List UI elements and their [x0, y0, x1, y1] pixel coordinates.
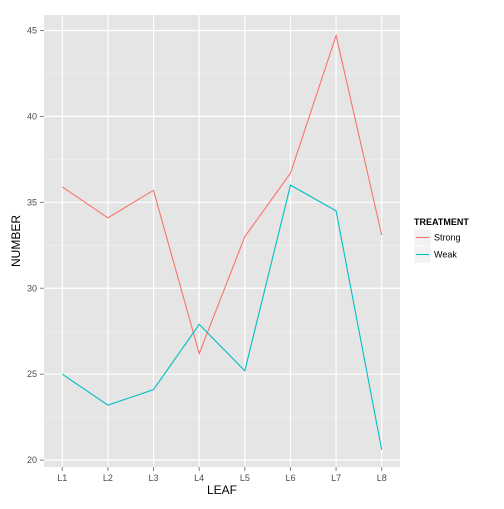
x-tick-label: L2: [103, 473, 113, 483]
legend-title: TREATMENT: [414, 217, 469, 227]
legend-items: Strong Weak: [414, 229, 461, 263]
y-tick-label: 25: [27, 369, 37, 379]
y-axis-title: NUMBER: [9, 215, 23, 267]
y-tick-label: 30: [27, 283, 37, 293]
x-tick-label: L6: [285, 473, 295, 483]
legend: TREATMENT Strong Weak: [414, 217, 469, 263]
x-tick-label: L8: [377, 473, 387, 483]
x-axis-title: LEAF: [207, 483, 237, 497]
legend-label-strong: Strong: [434, 233, 461, 243]
x-tick-label: L7: [331, 473, 341, 483]
legend-label-weak: Weak: [434, 250, 457, 260]
y-axis: 20 25 30 35 40 45: [27, 25, 44, 465]
x-tick-label: L1: [57, 473, 67, 483]
x-tick-label: L5: [240, 473, 250, 483]
x-tick-label: L3: [149, 473, 159, 483]
y-tick-label: 20: [27, 455, 37, 465]
y-tick-label: 45: [27, 25, 37, 35]
y-tick-label: 40: [27, 111, 37, 121]
x-tick-label: L4: [194, 473, 204, 483]
x-axis: L1 L2 L3 L4 L5 L6 L7 L8: [57, 467, 387, 483]
y-tick-label: 35: [27, 197, 37, 207]
